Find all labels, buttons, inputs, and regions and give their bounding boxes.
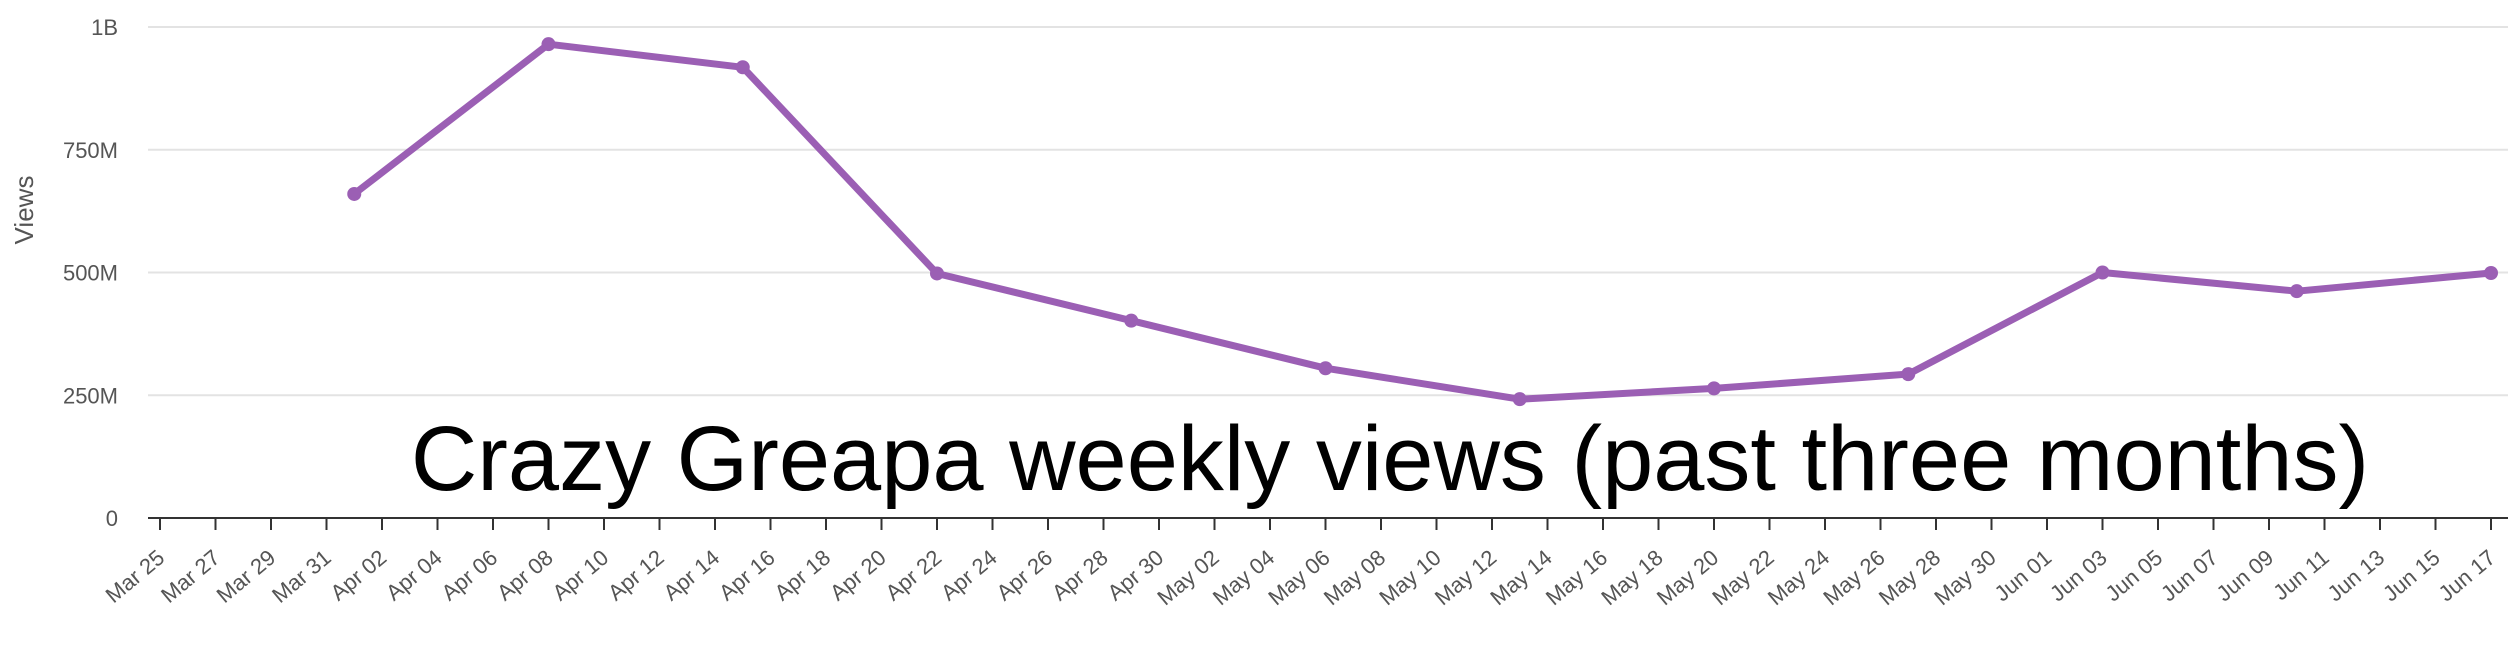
x-tick-label: May 18 xyxy=(1596,545,1667,611)
x-tick-label: Apr 26 xyxy=(991,545,1057,606)
x-tick-label: Jun 11 xyxy=(2268,545,2333,606)
x-tick-label: Apr 08 xyxy=(492,545,558,606)
x-tick-label: Apr 24 xyxy=(936,545,1002,606)
x-tick-label: May 04 xyxy=(1208,545,1279,611)
x-tick-label: May 14 xyxy=(1485,545,1556,611)
x-tick-label: Apr 12 xyxy=(603,545,669,606)
chart-title: Crazy Greapa weekly views (past three mo… xyxy=(411,408,2369,510)
data-point xyxy=(1901,367,1916,382)
data-point xyxy=(2289,284,2304,299)
x-axis xyxy=(148,517,2508,530)
x-tick-label: Jun 01 xyxy=(1990,545,2057,607)
x-tick-label: Apr 14 xyxy=(658,545,724,606)
x-tick-label: May 16 xyxy=(1541,545,1612,611)
y-tick-label: 750M xyxy=(63,138,118,163)
y-axis-tick-labels: 0 250M 500M 750M 1B xyxy=(63,15,118,531)
data-point xyxy=(930,266,944,281)
x-tick-label: Apr 16 xyxy=(714,545,780,606)
x-tick-label: Jun 13 xyxy=(2323,545,2390,607)
x-tick-label: May 24 xyxy=(1763,545,1834,611)
x-tick-label: Mar 31 xyxy=(267,545,336,608)
x-tick-label: May 22 xyxy=(1707,545,1778,611)
y-axis-title: Views xyxy=(9,176,39,245)
y-tick-label: 0 xyxy=(106,506,118,531)
data-point xyxy=(347,186,362,201)
data-point xyxy=(2484,265,2498,280)
x-tick-label: May 12 xyxy=(1430,545,1501,611)
x-tick-label: Jun 15 xyxy=(2378,545,2445,607)
series-line xyxy=(350,40,2495,403)
x-tick-label: Apr 06 xyxy=(436,545,502,606)
x-tick-label: Apr 18 xyxy=(769,545,835,606)
y-tick-label: 250M xyxy=(63,383,118,408)
x-tick-label: May 20 xyxy=(1652,545,1723,611)
x-tick-label: Apr 28 xyxy=(1047,545,1113,606)
series-views xyxy=(350,40,2495,403)
data-point xyxy=(2095,265,2110,280)
x-tick-label: Apr 10 xyxy=(547,545,613,606)
x-tick-label: Jun 03 xyxy=(2045,545,2112,607)
data-point xyxy=(1512,392,1527,407)
data-point xyxy=(1318,361,1333,376)
x-tick-label: May 26 xyxy=(1818,545,1889,611)
x-tick-label: Jun 17 xyxy=(2434,545,2501,607)
x-tick-label: Apr 04 xyxy=(381,545,447,606)
x-tick-label: May 02 xyxy=(1152,545,1223,611)
x-tick-label: Jun 05 xyxy=(2101,545,2168,607)
x-tick-label: May 28 xyxy=(1874,545,1945,611)
data-point xyxy=(735,60,750,75)
x-tick-label: May 10 xyxy=(1374,545,1445,611)
x-tick-label: Apr 02 xyxy=(325,545,391,606)
x-tick-label: May 30 xyxy=(1929,545,2000,611)
data-point xyxy=(541,37,556,52)
y-tick-label: 500M xyxy=(63,261,118,286)
x-tick-label: Apr 20 xyxy=(825,545,891,606)
x-tick-label: Mar 27 xyxy=(156,545,225,608)
x-tick-label: Apr 22 xyxy=(880,545,946,606)
x-tick-label: May 06 xyxy=(1263,545,1334,611)
x-tick-label: Mar 25 xyxy=(101,545,170,608)
x-tick-label: May 08 xyxy=(1319,545,1390,611)
x-tick-label: Jun 09 xyxy=(2212,545,2279,607)
data-points xyxy=(347,37,2498,407)
data-point xyxy=(1707,381,1721,396)
y-tick-label: 1B xyxy=(91,15,118,40)
data-point xyxy=(1124,313,1139,328)
x-tick-label: Jun 07 xyxy=(2156,545,2223,607)
x-tick-label: Mar 29 xyxy=(212,545,281,608)
